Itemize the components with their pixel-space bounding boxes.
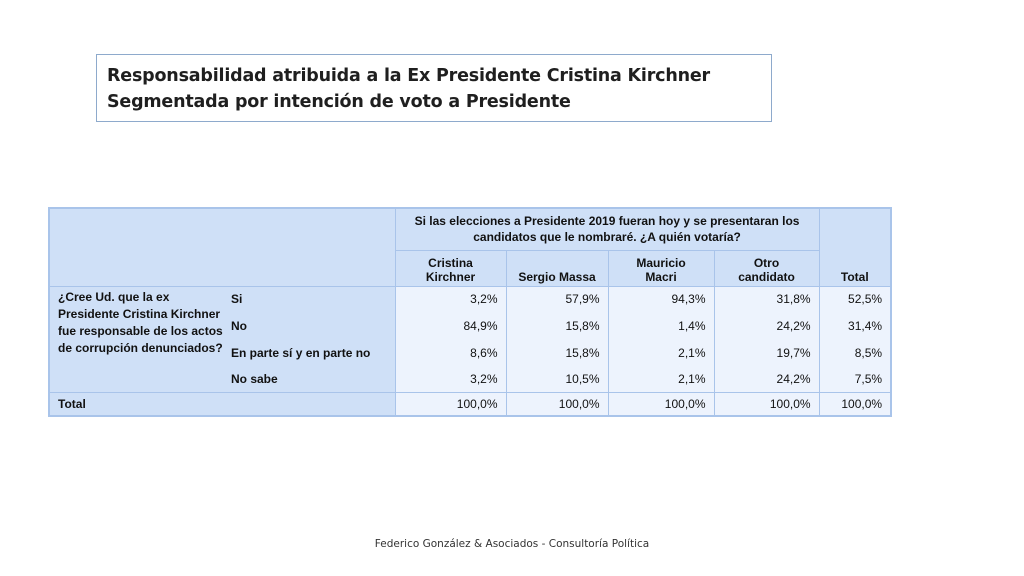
data-cell: 7,5% <box>818 366 893 392</box>
table-row: No 84,9% 15,8% 1,4% 24,2% 31,4% <box>49 312 893 339</box>
data-cell: 15,8% <box>505 339 609 366</box>
row-label: En parte sí y en parte no <box>225 339 396 366</box>
data-cell: 15,8% <box>505 312 609 339</box>
column-header-total: Total <box>818 207 893 287</box>
total-row-label: Total <box>48 391 395 417</box>
column-header-line: Macri <box>645 269 677 284</box>
data-cell: 8,6% <box>394 339 507 366</box>
table-row: ¿Cree Ud. que la ex Presidente Cristina … <box>48 285 893 392</box>
data-cell: 84,9% <box>394 312 507 339</box>
header-row-1: Si las elecciones a Presidente 2019 fuer… <box>48 207 893 287</box>
total-cell: 100,0% <box>713 391 820 417</box>
data-cell: 10,5% <box>505 366 609 392</box>
column-header-sergio-massa: Sergio Massa <box>505 249 609 287</box>
column-header-cristina-kirchner: Cristina Kirchner <box>394 249 507 287</box>
column-header-line: Cristina <box>428 255 473 270</box>
column-header-line: Kirchner <box>425 269 476 284</box>
data-cell: 57,9% <box>505 285 609 312</box>
title-line-1: Responsabilidad atribuida a la Ex Presid… <box>107 66 710 86</box>
data-cell: 24,2% <box>713 312 820 339</box>
column-header-mauricio-macri: Mauricio Macri <box>607 249 715 287</box>
question-label: ¿Cree Ud. que la ex Presidente Cristina … <box>48 285 225 392</box>
data-cell: 2,1% <box>607 366 715 392</box>
column-header-line: Otro <box>753 255 780 270</box>
data-cell: 31,8% <box>713 285 820 312</box>
row-label: No sabe <box>225 366 396 392</box>
total-cell: 100,0% <box>505 391 609 417</box>
title-box: Responsabilidad atribuida a la Ex Presid… <box>96 54 772 122</box>
footer-credit: Federico González & Asociados - Consulto… <box>374 538 650 550</box>
data-cell: 31,4% <box>818 312 893 339</box>
header-row-2: Cristina Kirchner Sergio Massa Mauricio … <box>49 249 891 287</box>
header-corner <box>48 207 396 287</box>
data-cell: 94,3% <box>607 285 715 312</box>
total-row: Total 100,0% 100,0% 100,0% 100,0% 100,0% <box>48 391 893 417</box>
data-cell: 2,1% <box>607 339 715 366</box>
data-cell: 19,7% <box>713 339 820 366</box>
total-cell: 100,0% <box>394 391 507 417</box>
group-header: Si las elecciones a Presidente 2019 fuer… <box>394 207 820 251</box>
title-line-2: Segmentada por intención de voto a Presi… <box>107 92 571 112</box>
column-header-line: candidato <box>738 269 795 284</box>
column-header-line: Sergio Massa <box>518 269 596 284</box>
data-cell: 24,2% <box>713 366 820 392</box>
row-label: Si <box>225 285 396 312</box>
data-cell: 3,2% <box>394 366 507 392</box>
crosstab-table: Si las elecciones a Presidente 2019 fuer… <box>48 207 893 417</box>
data-cell: 52,5% <box>818 285 893 312</box>
row-label: No <box>225 312 396 339</box>
data-cell: 8,5% <box>818 339 893 366</box>
data-cell: 1,4% <box>607 312 715 339</box>
column-header-otro-candidato: Otro candidato <box>713 249 820 287</box>
table-row: No sabe 3,2% 10,5% 2,1% 24,2% 7,5% <box>49 366 893 392</box>
column-header-line: Mauricio <box>636 255 686 270</box>
total-cell: 100,0% <box>818 391 893 417</box>
data-cell: 3,2% <box>394 285 507 312</box>
table-row: En parte sí y en parte no 8,6% 15,8% 2,1… <box>49 339 893 366</box>
total-cell: 100,0% <box>607 391 715 417</box>
